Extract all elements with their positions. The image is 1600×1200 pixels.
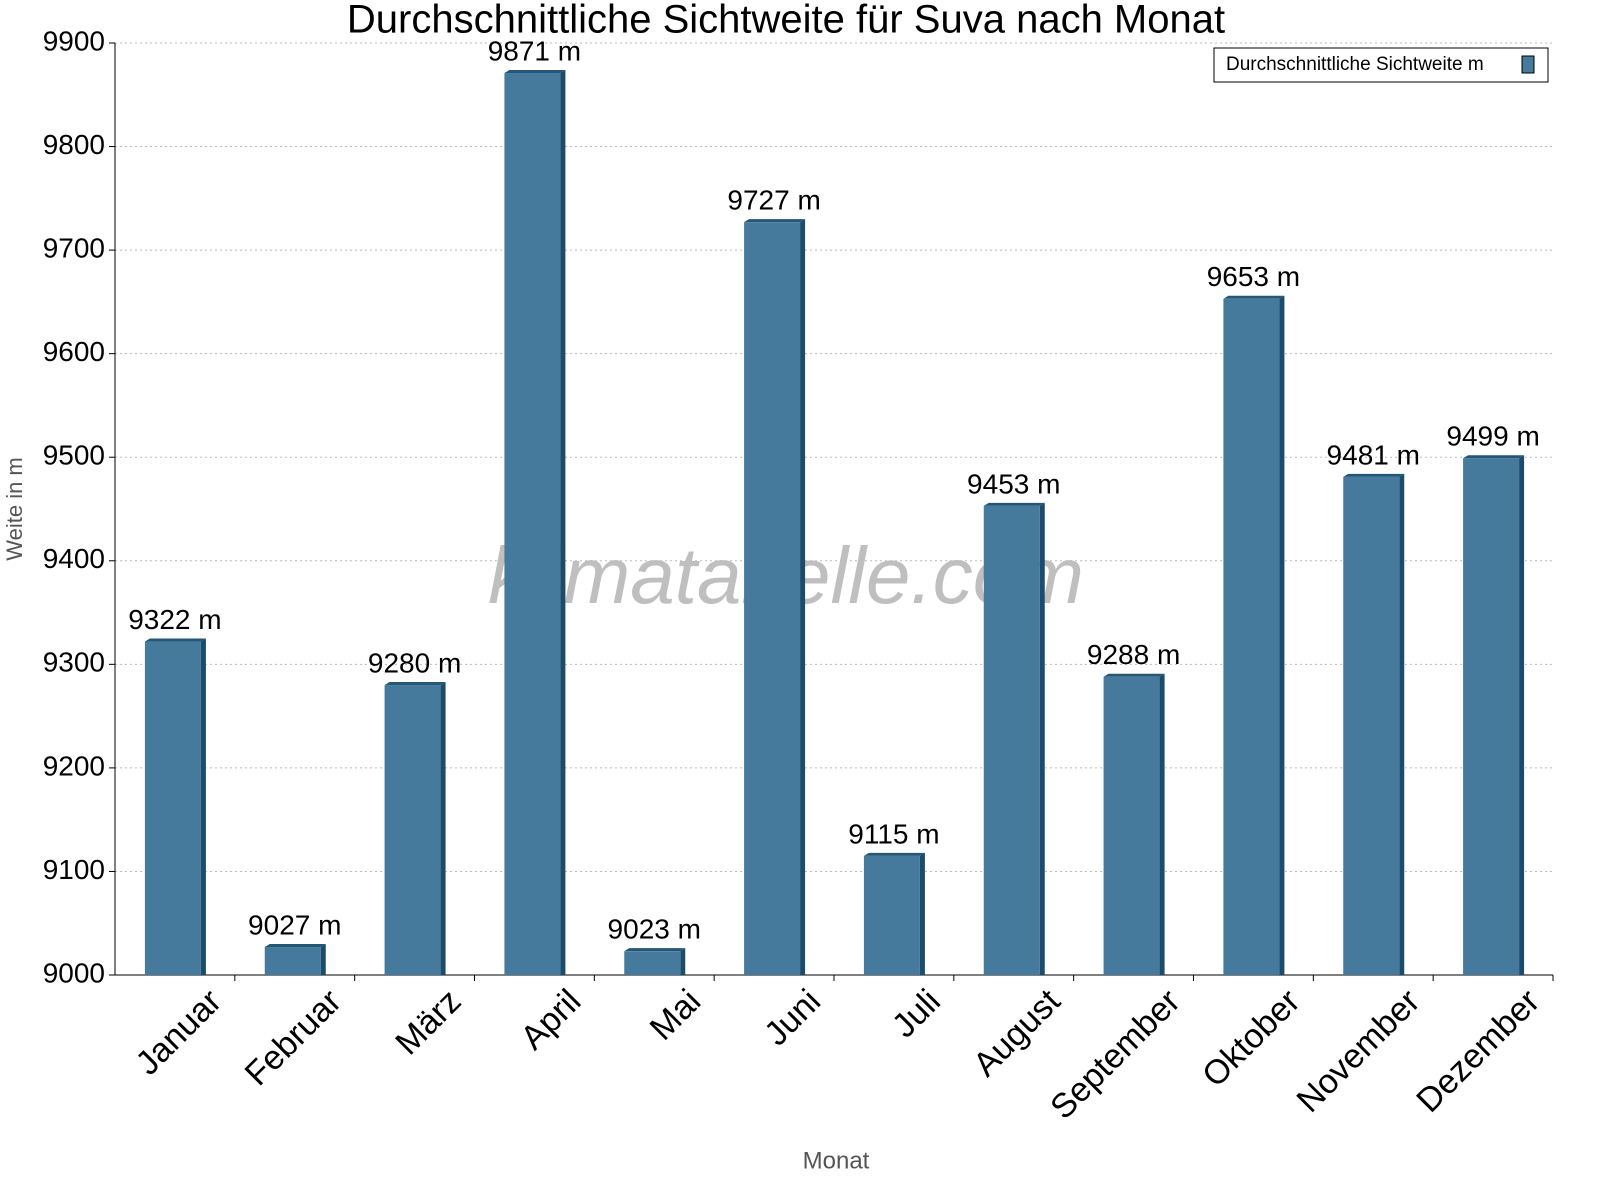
bar-top (144, 638, 206, 642)
bar (1103, 676, 1160, 975)
y-tick-label: 9100 (43, 854, 105, 885)
value-label: 9727 m (727, 185, 820, 216)
x-tick-label: August (966, 982, 1068, 1084)
y-tick-label: 9900 (43, 25, 105, 56)
y-tick-label: 9300 (43, 647, 105, 678)
y-tick-label: 9500 (43, 440, 105, 471)
x-tick-label: Dezember (1409, 982, 1547, 1120)
bar-side (800, 219, 806, 975)
y-tick-label: 9000 (43, 957, 105, 988)
x-tick-label: Oktober (1195, 982, 1307, 1094)
y-axis-label: Weite in m (2, 457, 27, 561)
chart-title: Durchschnittliche Sichtweite für Suva na… (347, 0, 1225, 42)
bar-top (264, 944, 326, 948)
x-tick-label: April (513, 982, 588, 1057)
bar-side (1039, 502, 1045, 975)
y-tick-label: 9700 (43, 233, 105, 264)
bar (1223, 298, 1280, 975)
value-label: 9280 m (368, 647, 461, 678)
bar (504, 73, 561, 975)
bar-side (1519, 455, 1525, 975)
x-tick-label: Mai (643, 982, 709, 1048)
bar (384, 685, 441, 975)
y-tick-label: 9400 (43, 543, 105, 574)
value-label: 9481 m (1327, 439, 1420, 470)
bar-top (863, 852, 925, 856)
bar-side (440, 682, 446, 975)
bar (144, 641, 201, 975)
bar-side (1399, 473, 1405, 975)
x-tick-label: Februar (238, 982, 349, 1093)
legend-box (1213, 47, 1549, 83)
value-label: 9288 m (1087, 639, 1180, 670)
x-tick-label: Juli (885, 982, 948, 1045)
legend-swatch (1521, 55, 1535, 74)
bar-top (1463, 455, 1525, 459)
bar (624, 951, 681, 975)
value-label: 9653 m (1207, 261, 1300, 292)
bar (744, 222, 801, 975)
bar-top (1223, 295, 1285, 299)
legend-label: Durchschnittliche Sichtweite m (1226, 54, 1484, 75)
x-tick-label: März (388, 982, 468, 1062)
bar-side (680, 948, 686, 975)
bar (983, 505, 1040, 975)
x-tick-label: September (1043, 982, 1187, 1126)
y-tick-label: 9600 (43, 336, 105, 367)
bar-side (320, 944, 326, 975)
x-tick-label: November (1289, 982, 1427, 1120)
value-label: 9115 m (848, 818, 939, 849)
value-label: 9027 m (248, 909, 341, 940)
bar-side (1159, 673, 1165, 975)
bar-side (560, 70, 566, 975)
bar-top (1103, 673, 1165, 677)
bar-top (384, 682, 446, 686)
value-label: 9499 m (1446, 421, 1539, 452)
bar-top (983, 502, 1045, 506)
bar-top (1343, 473, 1405, 477)
bar-top (744, 219, 806, 223)
bar-side (1279, 295, 1285, 975)
value-label: 9453 m (967, 468, 1060, 499)
x-axis-label: Monat (803, 1147, 870, 1174)
bar (1343, 476, 1400, 975)
y-tick-label: 9800 (43, 129, 105, 160)
x-tick-label: Juni (757, 982, 828, 1053)
y-tick-label: 9200 (43, 750, 105, 781)
bar-side (200, 638, 206, 975)
value-label: 9023 m (608, 914, 701, 945)
bar (863, 855, 920, 975)
x-tick-label: Januar (129, 982, 229, 1082)
bar (1463, 458, 1520, 975)
bar-top (624, 948, 686, 952)
bar (264, 947, 321, 975)
bar-top (504, 70, 566, 74)
value-label: 9322 m (128, 604, 221, 635)
bar-side (919, 852, 925, 975)
value-label: 9871 m (488, 35, 581, 66)
